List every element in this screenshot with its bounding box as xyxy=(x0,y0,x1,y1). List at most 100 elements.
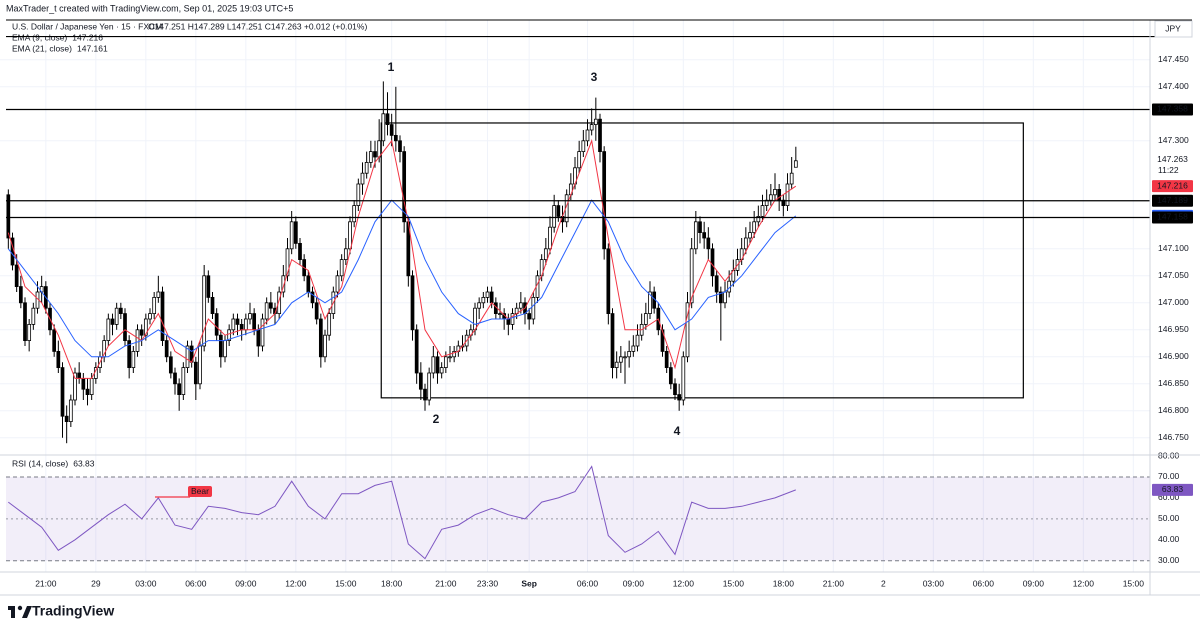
candle-body xyxy=(206,275,211,298)
candle-body xyxy=(239,323,244,331)
candle-body xyxy=(235,318,240,325)
x-tick-label: 18:00 xyxy=(381,578,403,588)
logo: TradingView xyxy=(8,603,114,619)
candle-body xyxy=(702,232,707,239)
candle-body xyxy=(14,264,19,288)
candle-body xyxy=(360,172,365,185)
last-price-box xyxy=(1152,153,1193,176)
candle-body xyxy=(143,318,148,336)
candle-body xyxy=(256,329,261,347)
currency-box[interactable] xyxy=(1154,20,1193,38)
candle-body xyxy=(581,140,586,153)
candle-body xyxy=(231,318,236,331)
candle-body xyxy=(139,329,144,336)
candle-body xyxy=(181,367,186,396)
candle-body xyxy=(318,318,323,358)
logo-mark xyxy=(17,605,23,611)
candle-body xyxy=(223,340,227,358)
ohlc: O147.251 H147.289 L147.251 C147.263 +0.0… xyxy=(148,21,367,31)
candle-body xyxy=(589,124,594,131)
x-tick-label: 06:00 xyxy=(577,578,599,588)
y-tick-label: 147.300 xyxy=(1158,135,1189,145)
candle-body xyxy=(448,356,452,359)
candle-body xyxy=(339,259,344,277)
candle-body xyxy=(335,275,340,293)
level-axis-label-box xyxy=(1152,194,1193,207)
candle-body xyxy=(548,226,552,250)
candle-body xyxy=(52,329,57,352)
candle-body xyxy=(477,302,482,309)
candle-body xyxy=(614,361,619,369)
candle-body xyxy=(123,313,127,342)
candle-body xyxy=(81,377,86,390)
y-tick-label: 147.000 xyxy=(1158,297,1189,307)
y-tick-label: 147.400 xyxy=(1158,81,1189,91)
ema-axis-label-box xyxy=(1152,180,1193,193)
range-box xyxy=(380,122,1024,399)
candle-body xyxy=(664,350,669,368)
candle-body xyxy=(610,313,615,369)
candle-body xyxy=(23,302,27,341)
candle-body xyxy=(327,313,332,336)
candle-body xyxy=(248,313,252,320)
candle-body xyxy=(648,291,652,315)
watermark: MaxTrader_t created with TradingView.com… xyxy=(6,3,293,13)
candle-body xyxy=(518,302,523,309)
wave-label: 1 xyxy=(388,60,395,74)
x-tick-label: 15:00 xyxy=(335,578,357,588)
candle-body xyxy=(556,205,561,217)
candle-body xyxy=(173,372,177,385)
rsi-axis-label-box xyxy=(1152,483,1193,496)
x-tick-label: 21:00 xyxy=(435,578,457,588)
candle-body xyxy=(77,372,82,379)
candle-body xyxy=(393,134,398,142)
y-tick-label: 147.450 xyxy=(1158,54,1189,64)
x-tick-label: 29 xyxy=(91,578,101,588)
candle-body xyxy=(498,313,502,316)
x-tick-label: 12:00 xyxy=(285,578,307,588)
candle-body xyxy=(356,183,361,207)
candle-body xyxy=(789,172,794,185)
x-tick-label: 09:00 xyxy=(623,578,645,588)
rsi-tick-label: 30.00 xyxy=(1158,555,1180,565)
legend-name: EMA (9, close) xyxy=(12,32,67,42)
candle-body xyxy=(473,307,477,331)
x-tick-label: 21:00 xyxy=(35,578,57,588)
x-tick-label: 2 xyxy=(881,578,886,588)
candle-body xyxy=(323,334,327,358)
legend-name: EMA (21, close) xyxy=(12,43,72,53)
candle-body xyxy=(156,291,161,298)
candle-body xyxy=(6,194,11,239)
candle-body xyxy=(306,275,311,293)
y-tick-label: 147.100 xyxy=(1158,243,1189,253)
candle-body xyxy=(168,356,173,374)
candle-body xyxy=(431,356,436,374)
currency[interactable]: JPY xyxy=(1165,23,1181,33)
candle-body xyxy=(668,367,673,385)
candle-body xyxy=(106,318,111,342)
candle-body xyxy=(260,318,265,347)
x-tick-label: 12:00 xyxy=(1073,578,1095,588)
candle-body xyxy=(148,313,152,320)
candle-body xyxy=(264,302,269,320)
rsi-tick-label: 40.00 xyxy=(1158,534,1180,544)
candle-body xyxy=(385,113,390,126)
x-tick-label: 15:00 xyxy=(1123,578,1145,588)
candle-body xyxy=(785,183,790,207)
wave-label: 4 xyxy=(674,424,681,438)
candle-body xyxy=(718,291,723,304)
logo-mark xyxy=(11,606,15,618)
candle-body xyxy=(314,302,319,320)
candle-body xyxy=(68,399,73,423)
ema-line xyxy=(7,199,797,358)
rsi-legend-value: 63.83 xyxy=(73,458,95,468)
candle-body xyxy=(552,205,557,228)
candle-body xyxy=(381,113,386,142)
candle-body xyxy=(623,356,627,359)
candle-body xyxy=(177,383,182,395)
ema-axis-label: 147.216 xyxy=(1157,180,1188,190)
candle-body xyxy=(506,318,511,325)
candle-body xyxy=(352,205,357,223)
